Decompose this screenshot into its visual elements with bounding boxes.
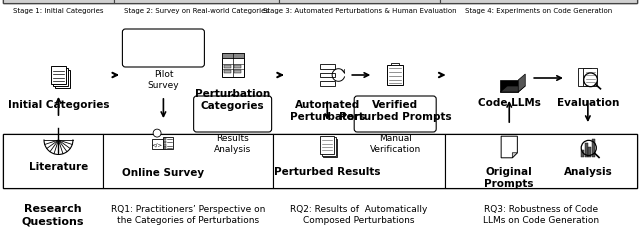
Text: RQ3: Robustness of Code
LLMs on Code Generation: RQ3: Robustness of Code LLMs on Code Gen… (483, 205, 599, 225)
Bar (391, 63, 399, 65)
Bar (319, 73, 335, 77)
Polygon shape (518, 74, 525, 92)
Bar (322, 137, 336, 156)
Bar (164, 138, 166, 140)
Bar (114, 0, 279, 3)
Bar (387, 65, 403, 85)
FancyBboxPatch shape (354, 96, 436, 132)
Bar (279, 0, 440, 3)
Bar (319, 64, 335, 69)
Text: Stage 4: Experiments on Code Generation: Stage 4: Experiments on Code Generation (465, 8, 612, 14)
Circle shape (153, 129, 161, 137)
Bar (221, 53, 244, 58)
Text: Literature: Literature (29, 162, 88, 172)
Bar (440, 0, 637, 3)
Text: Perturbed Results: Perturbed Results (274, 167, 381, 177)
Bar (440, 0, 637, 3)
Bar (578, 68, 591, 86)
Text: Online Survey: Online Survey (122, 168, 204, 178)
Bar (224, 65, 231, 68)
Bar (592, 139, 595, 157)
FancyBboxPatch shape (122, 29, 204, 67)
Bar (273, 134, 445, 188)
Bar (51, 66, 66, 84)
Bar (103, 134, 273, 188)
Text: Pilot
Survey: Pilot Survey (148, 70, 179, 90)
FancyBboxPatch shape (194, 96, 271, 132)
Polygon shape (501, 136, 517, 158)
Text: Perturbation
Categories: Perturbation Categories (195, 89, 270, 110)
Polygon shape (500, 80, 518, 92)
Text: Code LLMs: Code LLMs (478, 98, 541, 108)
Bar (152, 139, 163, 149)
Bar (164, 147, 166, 149)
Bar (164, 145, 166, 147)
Bar (164, 141, 166, 144)
Polygon shape (512, 153, 517, 158)
Polygon shape (500, 86, 525, 92)
Text: Manual
Verification: Manual Verification (369, 134, 421, 154)
Text: </>: </> (152, 142, 163, 147)
Bar (55, 70, 70, 88)
Bar (323, 139, 337, 157)
Bar (588, 147, 591, 157)
Text: Results
Analysis: Results Analysis (214, 134, 252, 154)
Bar (584, 143, 588, 157)
Bar (279, 0, 440, 3)
Bar (584, 68, 597, 86)
Text: Stage 3: Automated Perturbations & Human Evaluation: Stage 3: Automated Perturbations & Human… (263, 8, 456, 14)
Bar (224, 70, 231, 73)
Bar (3, 134, 637, 188)
Bar (53, 68, 68, 86)
Bar (3, 134, 103, 188)
Text: Initial Categories: Initial Categories (8, 100, 109, 110)
Bar (3, 0, 114, 3)
Bar (114, 0, 279, 3)
Text: Original
Prompts: Original Prompts (484, 167, 534, 189)
Text: Stage 2: Survey on Real-world Categories: Stage 2: Survey on Real-world Categories (124, 8, 269, 14)
Bar (234, 70, 241, 73)
Text: Research
Questions: Research Questions (22, 204, 84, 226)
Text: Verified
Perturbed Prompts: Verified Perturbed Prompts (339, 100, 451, 122)
Text: RQ2: Results of  Automatically
Composed Perturbations: RQ2: Results of Automatically Composed P… (291, 205, 428, 225)
Text: Analysis: Analysis (563, 167, 612, 177)
Bar (319, 81, 335, 86)
Text: Automated
Perturbators: Automated Perturbators (289, 100, 365, 122)
Bar (221, 53, 244, 77)
Bar (320, 136, 335, 154)
Text: Stage 1: Initial Categories: Stage 1: Initial Categories (13, 8, 104, 14)
Bar (581, 150, 584, 157)
Bar (445, 134, 637, 188)
Bar (3, 0, 114, 3)
Bar (163, 137, 173, 149)
Text: Evaluation: Evaluation (557, 98, 619, 108)
Bar (234, 65, 241, 68)
Text: RQ1: Practitioners’ Perspective on
the Categories of Perturbations: RQ1: Practitioners’ Perspective on the C… (111, 205, 265, 225)
